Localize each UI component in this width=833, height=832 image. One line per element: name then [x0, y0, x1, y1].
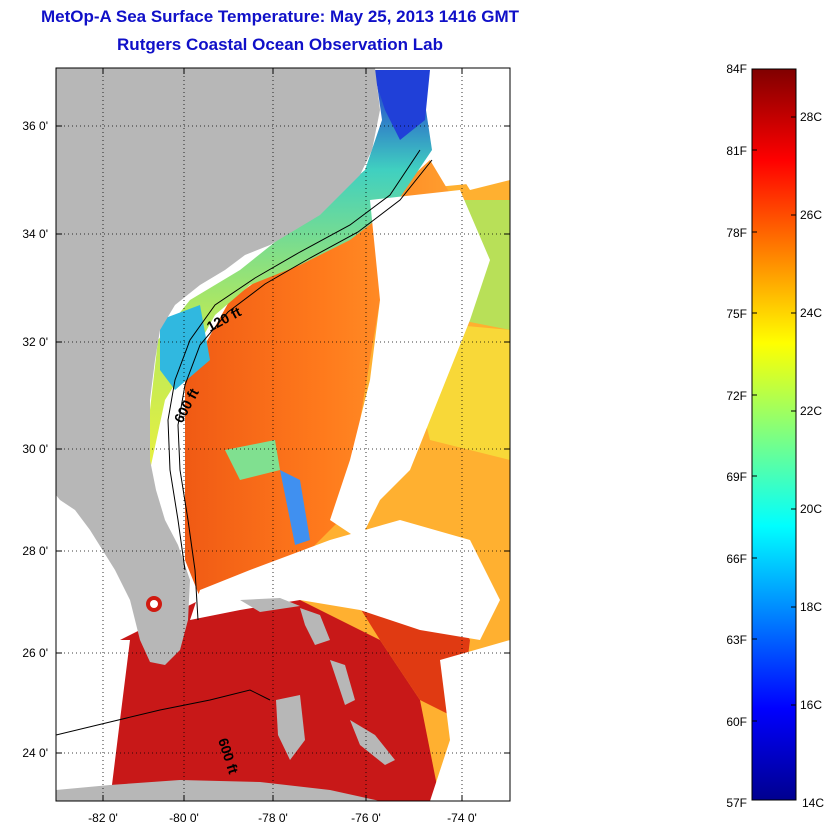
colorbar-f-label: 81F [726, 144, 747, 158]
contour-south [56, 689, 271, 736]
land-grand-bahama [240, 598, 300, 612]
cloud-mass-northeast [440, 70, 510, 190]
lat-label: 28 0' [22, 544, 48, 558]
map-frame [55, 67, 511, 802]
land-eleuthera [330, 660, 355, 705]
cloud-mass-east [330, 190, 490, 540]
lon-label: -82 0' [88, 811, 118, 825]
colorbar-gradient [751, 68, 797, 801]
land-exuma [350, 720, 395, 765]
lat-label: 26 0' [22, 646, 48, 660]
land-andros [276, 695, 305, 760]
colorbar-c-label: 14C [802, 796, 824, 810]
lon-label: -78 0' [258, 811, 288, 825]
lat-label: 34 0' [22, 227, 48, 241]
southern-warm-water [100, 600, 440, 801]
colorbar-c-label: 24C [800, 306, 822, 320]
lon-label: -74 0' [447, 811, 477, 825]
cool-streak [280, 470, 310, 545]
cloud-mass-southeast [430, 640, 510, 801]
cloud-mass-southwest [56, 640, 130, 801]
map-subtitle: Rutgers Coastal Ocean Observation Lab [117, 35, 443, 54]
lon-label: -80 0' [169, 811, 199, 825]
map-title: MetOp-A Sea Surface Temperature: May 25,… [40, 7, 520, 26]
colorbar-c-label: 16C [800, 698, 822, 712]
cool-streak-green [225, 440, 280, 480]
colorbar-c-ticks [791, 116, 796, 706]
colorbar-f-label: 57F [726, 796, 747, 810]
lon-label: -76 0' [351, 811, 381, 825]
cloud-mass-south [190, 520, 500, 640]
lat-label: 24 0' [22, 746, 48, 760]
colorbar-f-label: 63F [726, 633, 747, 647]
lat-label: 36 0' [22, 119, 48, 133]
land-us-east-coast [56, 68, 380, 665]
colorbar-c-label: 18C [800, 600, 822, 614]
contour-600ft [177, 159, 433, 621]
land-cuba [56, 780, 380, 801]
colorbar-c-label: 26C [800, 208, 822, 222]
colorbar-f-label: 66F [726, 552, 747, 566]
colorbar-c-label: 20C [800, 502, 822, 516]
land-abaco [300, 608, 330, 645]
colorbar-f-label: 69F [726, 470, 747, 484]
map-tick-marks [56, 68, 510, 801]
colorbar-f-label: 72F [726, 389, 747, 403]
colorbar-f-label: 60F [726, 715, 747, 729]
colorbar-c-label: 22C [800, 404, 822, 418]
lake-okeechobee-center [150, 600, 158, 608]
shelf-cyan-patch [160, 305, 210, 390]
colorbar-f-label: 84F [726, 62, 747, 76]
sst-map: 36 0' 34 0' 32 0' 30 0' 28 0' 26 0' 24 0… [22, 67, 511, 825]
shelf-blue-patch [372, 70, 430, 140]
colorbar-f-label: 78F [726, 226, 747, 240]
colorbar-f-ticks [752, 149, 757, 722]
colorbar: 84F 81F 78F 75F 72F 69F 66F 63F 60F 57F … [726, 62, 824, 810]
colorbar-c-label: 28C [800, 110, 822, 124]
lat-label: 30 0' [22, 442, 48, 456]
colorbar-f-label: 75F [726, 307, 747, 321]
contour-120ft [167, 149, 421, 571]
lat-label: 32 0' [22, 335, 48, 349]
